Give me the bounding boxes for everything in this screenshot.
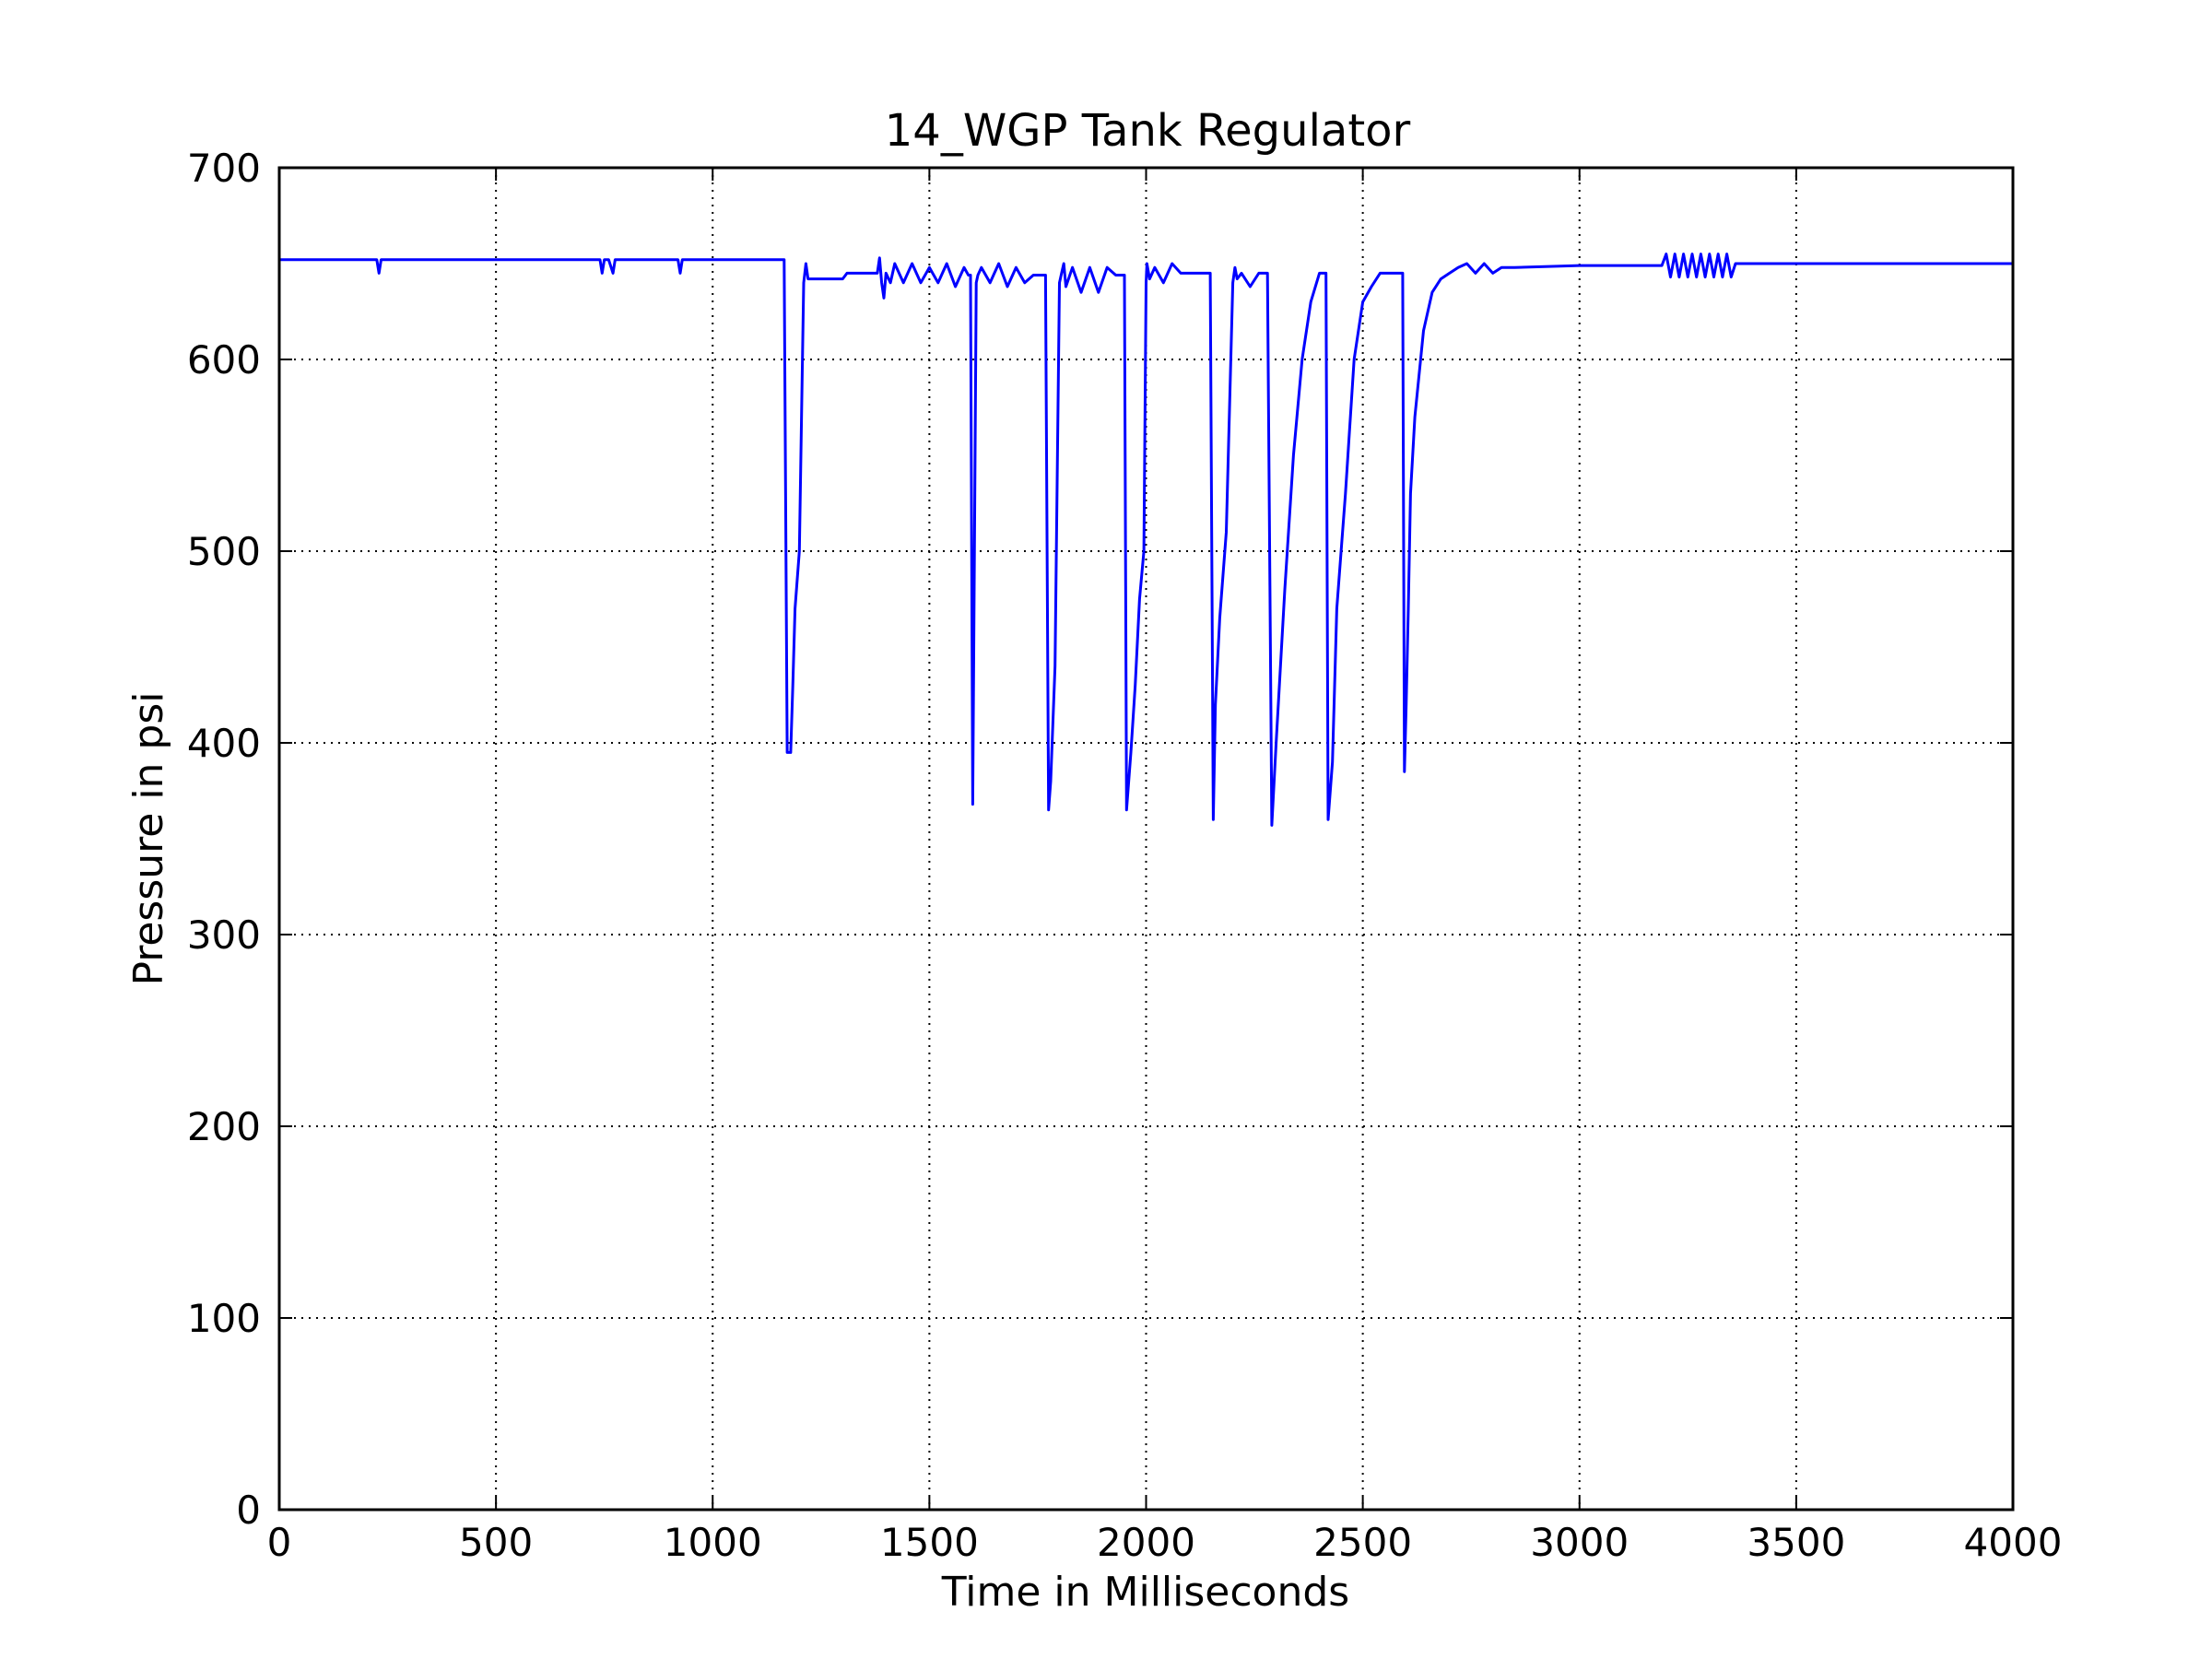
x-tick-label: 2000	[1097, 1520, 1195, 1565]
x-tick-label: 1500	[880, 1520, 979, 1565]
x-tick-label: 3500	[1747, 1520, 1845, 1565]
y-tick-label: 700	[187, 146, 261, 191]
y-tick-label: 100	[187, 1296, 261, 1341]
x-tick-label: 4000	[1964, 1520, 2063, 1565]
grid-lines	[279, 168, 2013, 1510]
pressure-series-line	[279, 253, 2013, 827]
x-axis-label: Time in Milliseconds	[941, 1569, 1349, 1616]
y-tick-label: 300	[187, 912, 261, 958]
x-tick-label: 1000	[664, 1520, 762, 1565]
y-tick-label: 500	[187, 529, 261, 574]
y-tick-label: 200	[187, 1104, 261, 1149]
y-axis-label: Pressure in psi	[125, 691, 172, 985]
axis-tick-labels: 0 500 1000 1500 2000 2500 3000 3500 4000 0 100 200 3…	[187, 146, 2063, 1565]
axis-ticks	[278, 167, 2014, 1511]
x-tick-label: 2500	[1313, 1520, 1412, 1565]
x-tick-label: 3000	[1530, 1520, 1629, 1565]
x-tick-label: 500	[459, 1520, 533, 1565]
y-tick-label: 600	[187, 337, 261, 382]
y-tick-label: 400	[187, 721, 261, 766]
x-tick-label: 0	[267, 1520, 292, 1565]
chart-title: 14_WGP Tank Regulator	[885, 105, 1411, 157]
series-layer	[279, 253, 2013, 827]
y-tick-label: 0	[236, 1488, 261, 1533]
